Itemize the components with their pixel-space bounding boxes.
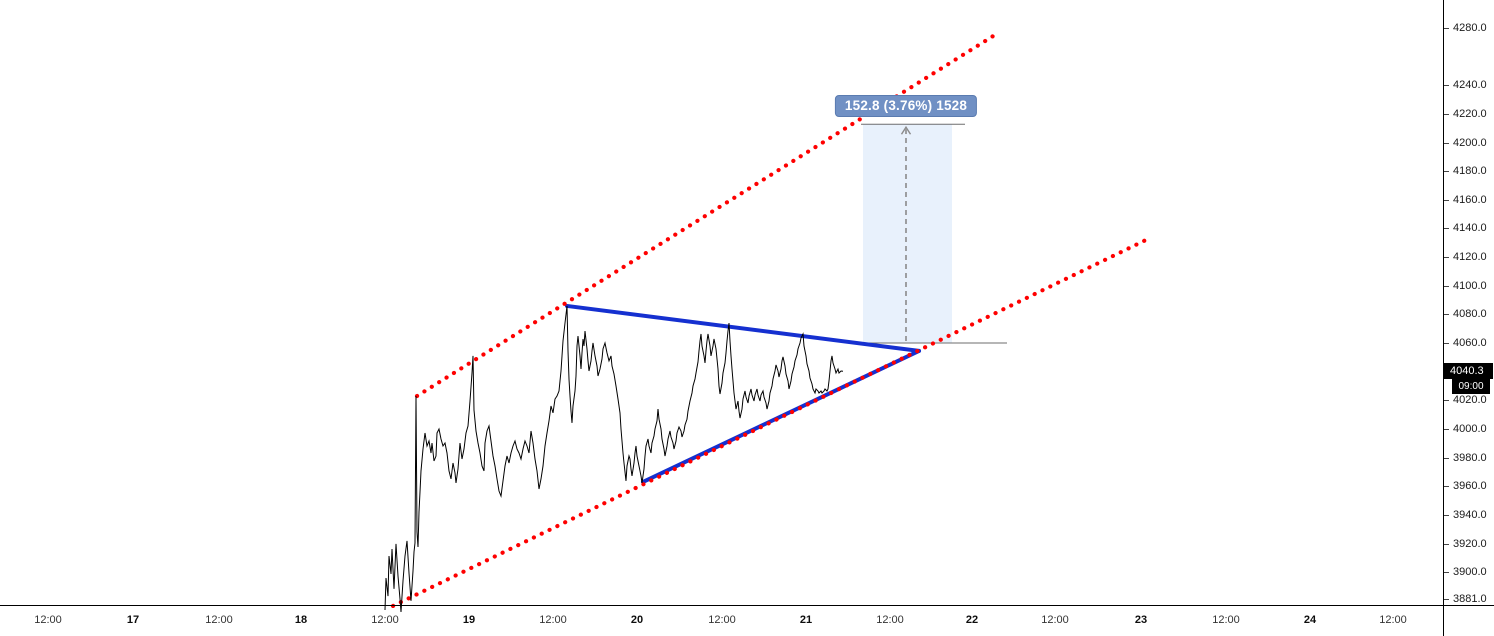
price-tick: 3920.0 <box>1444 537 1487 551</box>
time-tick-hour: 12:00 <box>1379 614 1407 626</box>
projection-arrowhead-icon <box>900 125 912 135</box>
price-tick: 4100.0 <box>1444 279 1487 293</box>
price-tick: 3940.0 <box>1444 508 1487 522</box>
time-tick-hour: 12:00 <box>371 614 399 626</box>
last-price-badge: 4040.3 <box>1443 363 1493 379</box>
price-tick: 4120.0 <box>1444 250 1487 264</box>
time-tick-hour: 12:00 <box>539 614 567 626</box>
time-tick-day: 18 <box>294 614 308 626</box>
time-tick-day: 21 <box>799 614 813 626</box>
price-tick: 3960.0 <box>1444 479 1487 493</box>
time-axis[interactable]: 12:00 17 12:00 18 12:00 19 12:00 20 12:00 21 12:00… <box>0 605 1443 636</box>
trend-line-triangle-upper[interactable] <box>565 303 921 353</box>
price-tick: 3900.0 <box>1444 565 1487 579</box>
time-tick-hour: 12:00 <box>876 614 904 626</box>
price-tick: 4200.0 <box>1444 136 1487 150</box>
time-tick-day: 20 <box>630 614 644 626</box>
price-tick: 4280.0 <box>1444 21 1487 35</box>
time-tick-day: 22 <box>965 614 979 626</box>
price-tick: 4240.0 <box>1444 78 1487 92</box>
bar-countdown-badge: 09:00 <box>1452 379 1490 394</box>
trend-line-lower-channel-dotted[interactable] <box>390 237 1149 609</box>
trend-line-upper-channel-dotted[interactable] <box>414 30 1001 399</box>
time-tick-day: 24 <box>1303 614 1317 626</box>
time-tick-day: 23 <box>1134 614 1148 626</box>
time-tick-hour: 12:00 <box>1212 614 1240 626</box>
price-line-series <box>384 305 844 613</box>
price-tick: 4220.0 <box>1444 107 1487 121</box>
price-tick: 4140.0 <box>1444 221 1487 235</box>
time-tick-hour: 12:00 <box>205 614 233 626</box>
time-tick-day: 17 <box>126 614 140 626</box>
price-tick: 4180.0 <box>1444 164 1487 178</box>
projection-box[interactable] <box>863 124 952 344</box>
price-tick: 4020.0 <box>1444 393 1487 407</box>
time-tick-hour: 12:00 <box>34 614 62 626</box>
price-tick: 4000.0 <box>1444 422 1487 436</box>
time-tick-hour: 12:00 <box>1041 614 1069 626</box>
price-tick: 4160.0 <box>1444 193 1487 207</box>
price-tick: 4080.0 <box>1444 307 1487 321</box>
price-axis-labels: 4280.0 4240.0 4220.0 4200.0 4180.0 4160.0 4140… <box>1443 0 1494 606</box>
price-tick: 4060.0 <box>1444 336 1487 350</box>
time-tick-hour: 12:00 <box>708 614 736 626</box>
measure-label[interactable]: 152.8 (3.76%) 1528 <box>834 95 978 118</box>
price-tick-edge: 3881.0 <box>1444 592 1487 606</box>
price-axis[interactable]: 4280.0 4240.0 4220.0 4200.0 4180.0 4160.0 4140… <box>1443 0 1494 636</box>
time-tick-day: 19 <box>462 614 476 626</box>
price-tick: 3980.0 <box>1444 451 1487 465</box>
